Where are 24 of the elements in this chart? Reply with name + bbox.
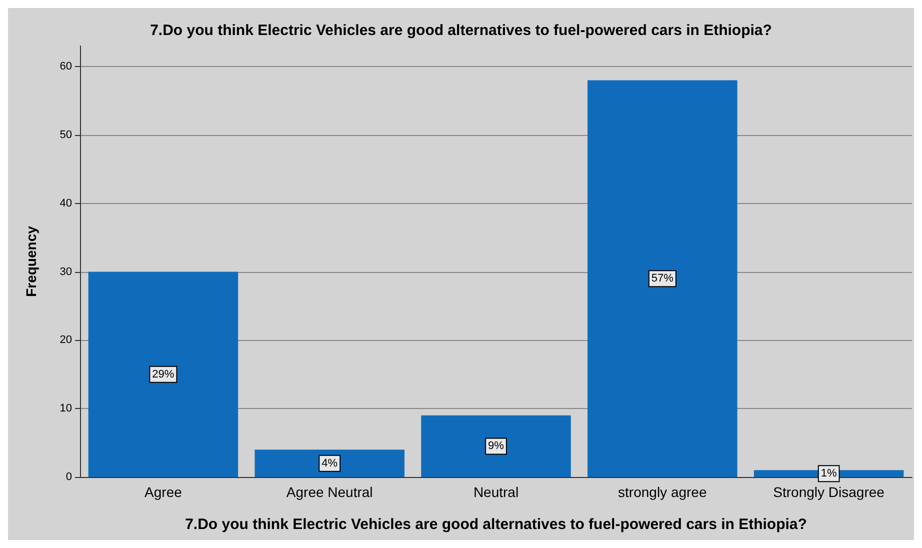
annotation: 57%: [651, 272, 674, 285]
chart-title: 7.Do you think Electric Vehicles are good alternatives to fuel-powered cars in Ethiopia?: [150, 22, 772, 39]
x-tick-label: Agree Neutral: [286, 484, 373, 500]
x-tick-label: strongly agree: [618, 484, 707, 500]
y-tick-label: 40: [60, 197, 72, 210]
y-tick-label: 30: [60, 266, 72, 278]
x-axis-title: 7.Do you think Electric Vehicles are good alternatives to fuel-powered cars in Ethiopia?: [185, 516, 807, 533]
y-tick-label: 60: [60, 60, 72, 73]
annotation: 29%: [152, 368, 174, 380]
bar: [88, 272, 238, 477]
bar: [254, 450, 404, 477]
y-tick-label: 10: [60, 402, 72, 415]
y-tick-label: 50: [60, 128, 72, 141]
y-axis-title: Frequency: [23, 226, 39, 297]
x-tick-label: Neutral: [473, 484, 519, 500]
bar: [588, 80, 738, 477]
bar: [421, 415, 571, 477]
annotation: 9%: [488, 440, 504, 452]
y-tick-label: 20: [60, 334, 72, 346]
annotation: 1%: [820, 468, 837, 480]
y-tick-label: 0: [66, 471, 72, 483]
x-tick-label: Agree: [144, 484, 182, 500]
annotation: 4%: [322, 457, 338, 470]
x-tick-label: Strongly Disagree: [773, 484, 885, 500]
